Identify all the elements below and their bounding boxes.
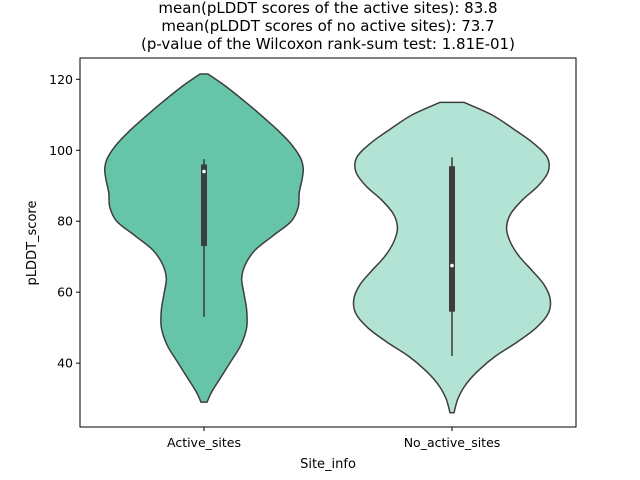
y-tick-label: 40 bbox=[57, 356, 73, 371]
plot-frame bbox=[79, 57, 577, 428]
title-line-1: mean(pLDDT scores of the active sites): … bbox=[158, 0, 497, 17]
violin-iqr-box bbox=[201, 164, 207, 247]
y-axis-label: pLDDT_score bbox=[25, 201, 40, 286]
violin-median-dot bbox=[450, 263, 454, 268]
violin-iqr-box bbox=[449, 166, 455, 312]
x-tick-label: Active_sites bbox=[167, 435, 241, 450]
x-axis-label: Site_info bbox=[300, 457, 356, 472]
y-axis: 40 60 80 100 120 bbox=[49, 72, 80, 371]
y-tick-label: 120 bbox=[49, 72, 73, 87]
title-line-3: (p-value of the Wilcoxon rank-sum test: … bbox=[141, 35, 515, 53]
violin-median-dot bbox=[202, 169, 206, 174]
y-tick-label: 80 bbox=[57, 214, 73, 229]
x-tick-label: No_active_sites bbox=[404, 435, 501, 450]
title-line-2: mean(pLDDT scores of no active sites): 7… bbox=[161, 17, 494, 35]
y-tick-label: 60 bbox=[57, 285, 73, 300]
x-axis: Active_sites No_active_sites bbox=[167, 427, 500, 450]
violins bbox=[103, 73, 552, 414]
y-tick-label: 100 bbox=[49, 143, 73, 158]
chart-title: mean(pLDDT scores of the active sites): … bbox=[141, 0, 515, 53]
